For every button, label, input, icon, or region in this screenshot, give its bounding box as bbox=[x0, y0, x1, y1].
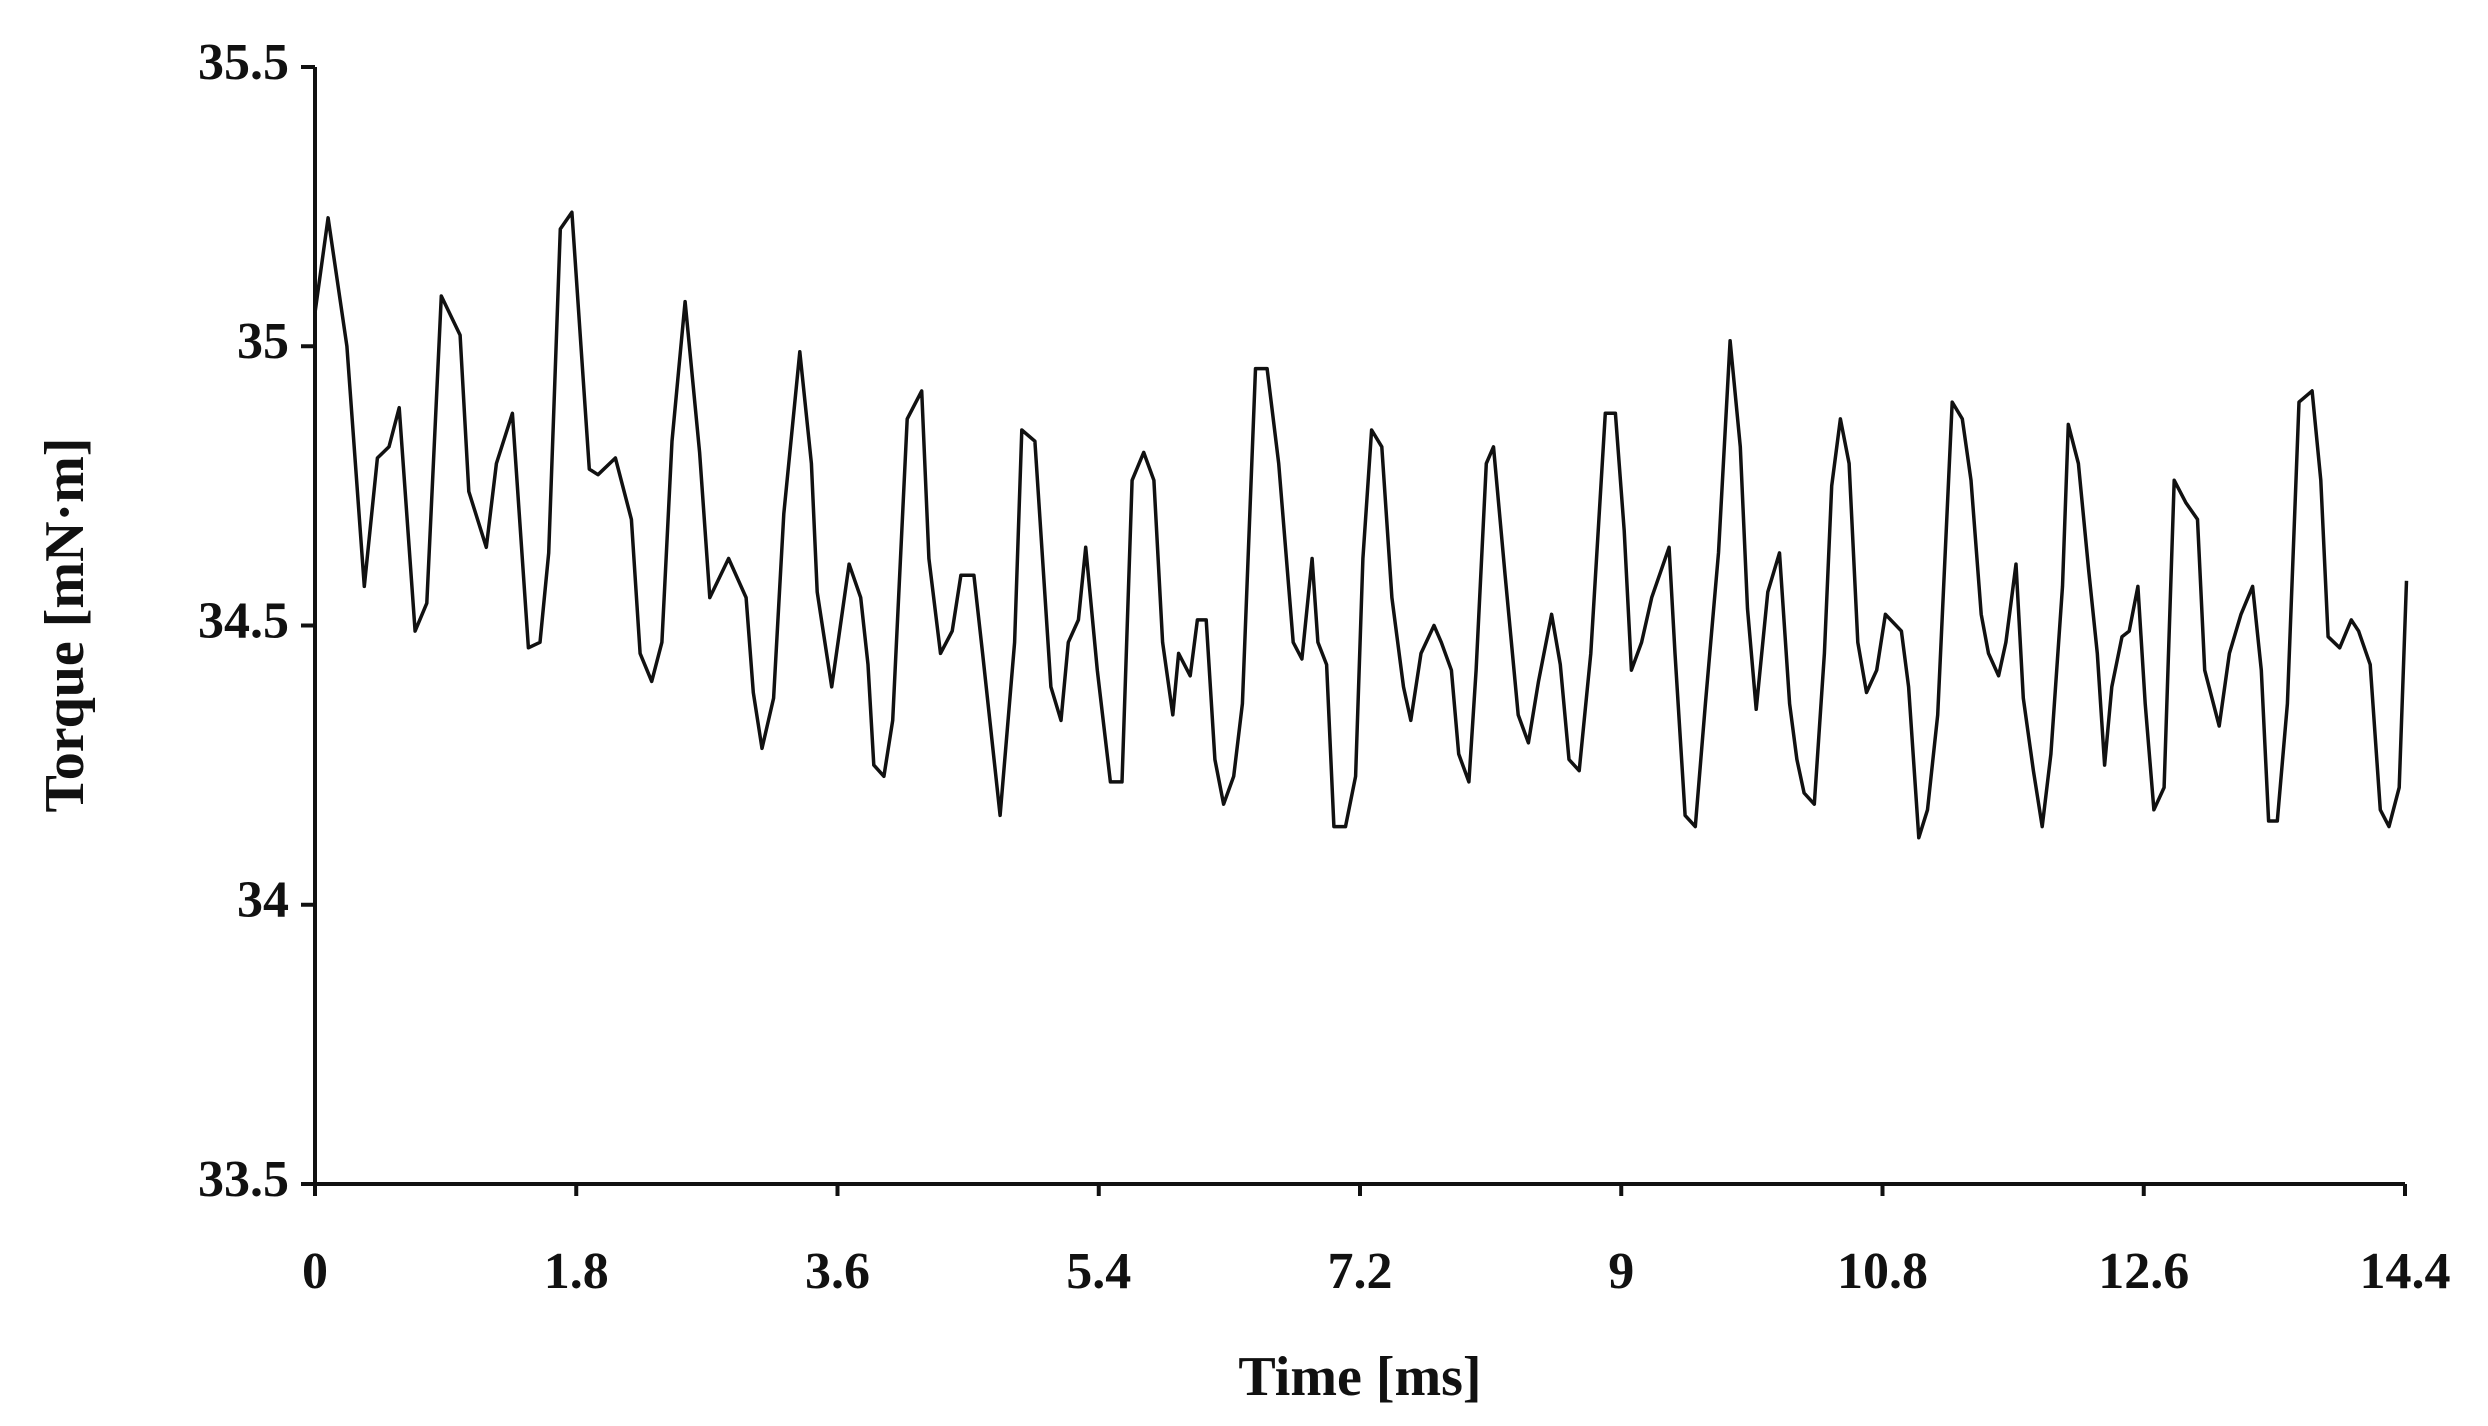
y-tick-label: 34.5 bbox=[198, 592, 289, 649]
y-tick-label: 34 bbox=[237, 872, 289, 929]
y-tick-label: 35 bbox=[237, 313, 289, 370]
data-line bbox=[313, 210, 2409, 840]
x-tick-label: 3.6 bbox=[805, 1243, 870, 1300]
x-tick-label: 14.4 bbox=[2360, 1243, 2451, 1300]
x-tick-label: 5.4 bbox=[1066, 1243, 1131, 1300]
y-tick-label: 35.5 bbox=[198, 34, 289, 91]
x-tick-label: 12.6 bbox=[2098, 1243, 2189, 1300]
x-tick-label: 7.2 bbox=[1328, 1243, 1393, 1300]
y-axis-title: Torque [mN·m] bbox=[34, 438, 96, 813]
y-tick-label: 33.5 bbox=[198, 1151, 289, 1208]
x-tick-label: 0 bbox=[302, 1243, 328, 1300]
x-tick-label: 9 bbox=[1608, 1243, 1634, 1300]
x-tick-label: 1.8 bbox=[544, 1243, 609, 1300]
x-axis-title: Time [ms] bbox=[1238, 1346, 1481, 1408]
x-tick-label: 10.8 bbox=[1837, 1243, 1928, 1300]
